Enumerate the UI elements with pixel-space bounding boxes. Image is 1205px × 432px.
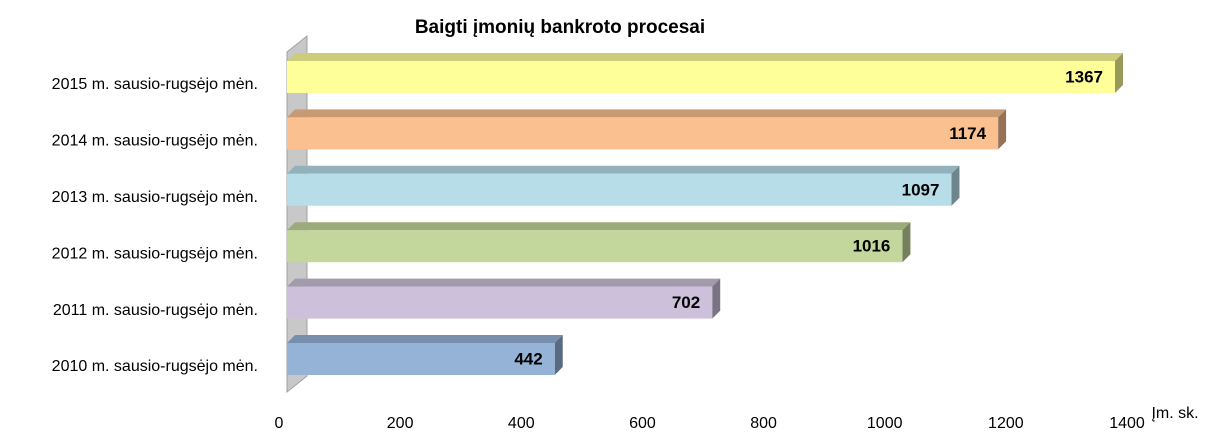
x-axis-label: Įm. sk. [1151, 405, 1198, 422]
bar-side [554, 335, 563, 375]
y-tick-label: 2012 m. sausio-rugsėjo mėn. [52, 245, 258, 262]
bar-side [951, 165, 960, 206]
bar [287, 173, 952, 206]
bar-top [287, 278, 721, 287]
y-tick-label: 2014 m. sausio-rugsėjo mėn. [52, 133, 258, 150]
x-tick-label: 1000 [867, 415, 903, 432]
bar [287, 117, 999, 150]
value-label: 1174 [949, 124, 986, 143]
x-tick-label: 400 [508, 415, 535, 432]
chart-title: Baigti įmonių bankroto procesai [415, 17, 705, 38]
bar [287, 343, 555, 375]
y-tick-label: 2015 m. sausio-rugsėjo mėn. [52, 76, 258, 93]
bar-top [287, 335, 563, 343]
value-label: 1367 [1065, 67, 1103, 86]
bar-top [287, 53, 1124, 61]
bar-top [287, 222, 911, 231]
x-tick-label: 0 [275, 415, 284, 432]
x-tick-label: 1400 [1109, 415, 1145, 432]
bar-side [1115, 53, 1124, 93]
bar [287, 61, 1116, 93]
y-tick-label: 2010 m. sausio-rugsėjo mėn. [52, 358, 258, 375]
bar-side [712, 278, 721, 319]
bar-side [902, 222, 911, 263]
value-label: 1016 [853, 237, 891, 256]
x-tick-label: 1200 [988, 415, 1024, 432]
bar-side [998, 109, 1007, 150]
value-label: 702 [672, 293, 700, 312]
y-tick-label: 2011 m. sausio-rugsėjo mėn. [53, 302, 258, 319]
bar [287, 230, 903, 263]
bar-top [287, 165, 960, 174]
x-tick-label: 600 [629, 415, 656, 432]
y-tick-label: 2013 m. sausio-rugsėjo mėn. [52, 189, 258, 206]
value-label: 1097 [902, 180, 940, 199]
x-tick-label: 200 [387, 415, 414, 432]
bar-top [287, 109, 1007, 118]
bar [287, 286, 713, 319]
value-label: 442 [514, 349, 542, 368]
x-tick-label: 800 [750, 415, 777, 432]
